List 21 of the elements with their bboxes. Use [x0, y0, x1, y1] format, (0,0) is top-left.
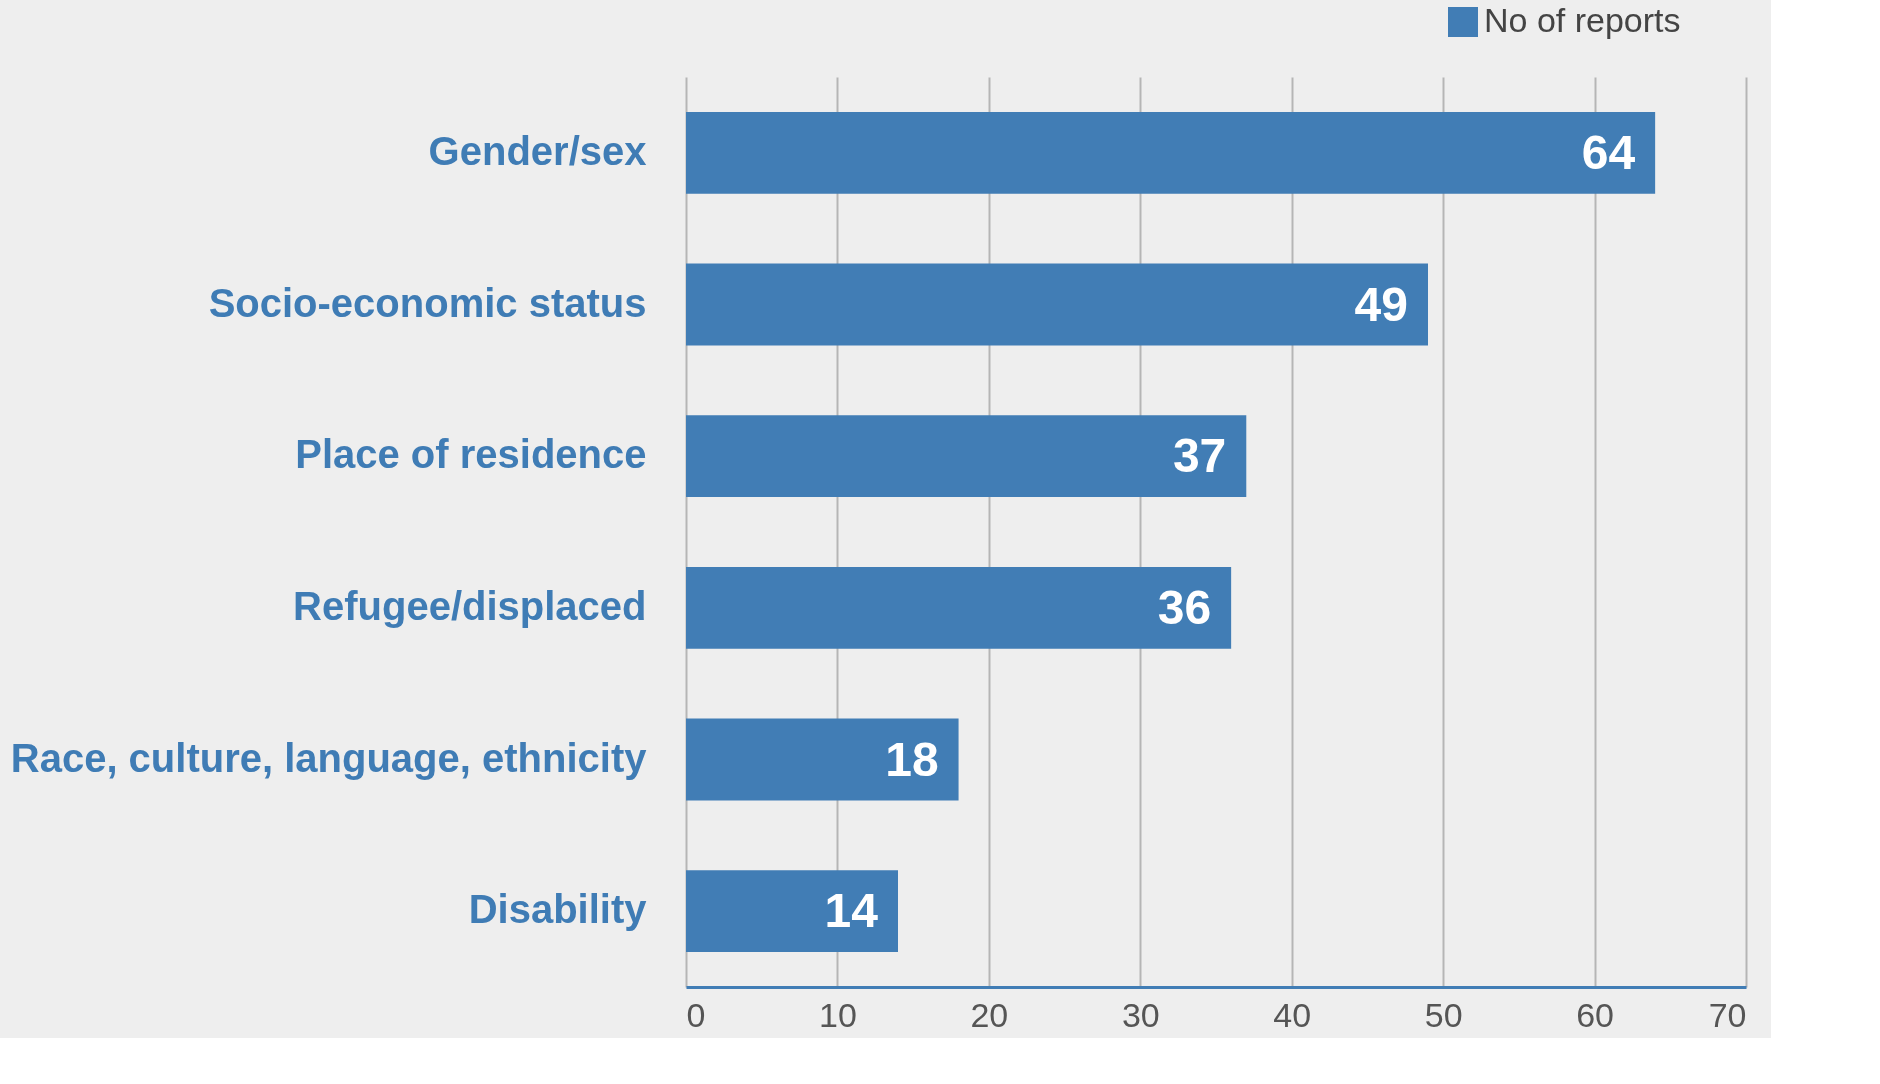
y-tick-label: Place of residence: [295, 432, 647, 477]
data-label: 37: [1172, 429, 1227, 483]
y-tick-label: Refugee/displaced: [293, 583, 647, 628]
x-tick-label: 60: [1576, 995, 1614, 1034]
data-label: 64: [1581, 125, 1636, 179]
x-tick-label: 50: [1424, 995, 1463, 1034]
data-label: 18: [885, 732, 939, 786]
x-tick-label: 20: [970, 995, 1009, 1034]
x-tick-label: 0: [686, 995, 706, 1034]
x-tick-label: 30: [1121, 995, 1160, 1034]
legend-label: No of reports: [1484, 1, 1681, 39]
data-label: 14: [824, 884, 879, 938]
x-tick-label: 70: [1708, 995, 1747, 1034]
x-tick-label: 10: [819, 995, 857, 1034]
y-tick-label: Socio-economic status: [208, 280, 647, 325]
y-tick-label: Gender/sex: [428, 128, 647, 173]
x-tick-label: 40: [1273, 995, 1312, 1034]
y-tick-label: Race, culture, language, ethnicity: [10, 735, 648, 780]
y-tick-label: Disability: [468, 887, 648, 932]
data-label: 36: [1157, 580, 1212, 634]
data-label: 49: [1354, 277, 1408, 331]
